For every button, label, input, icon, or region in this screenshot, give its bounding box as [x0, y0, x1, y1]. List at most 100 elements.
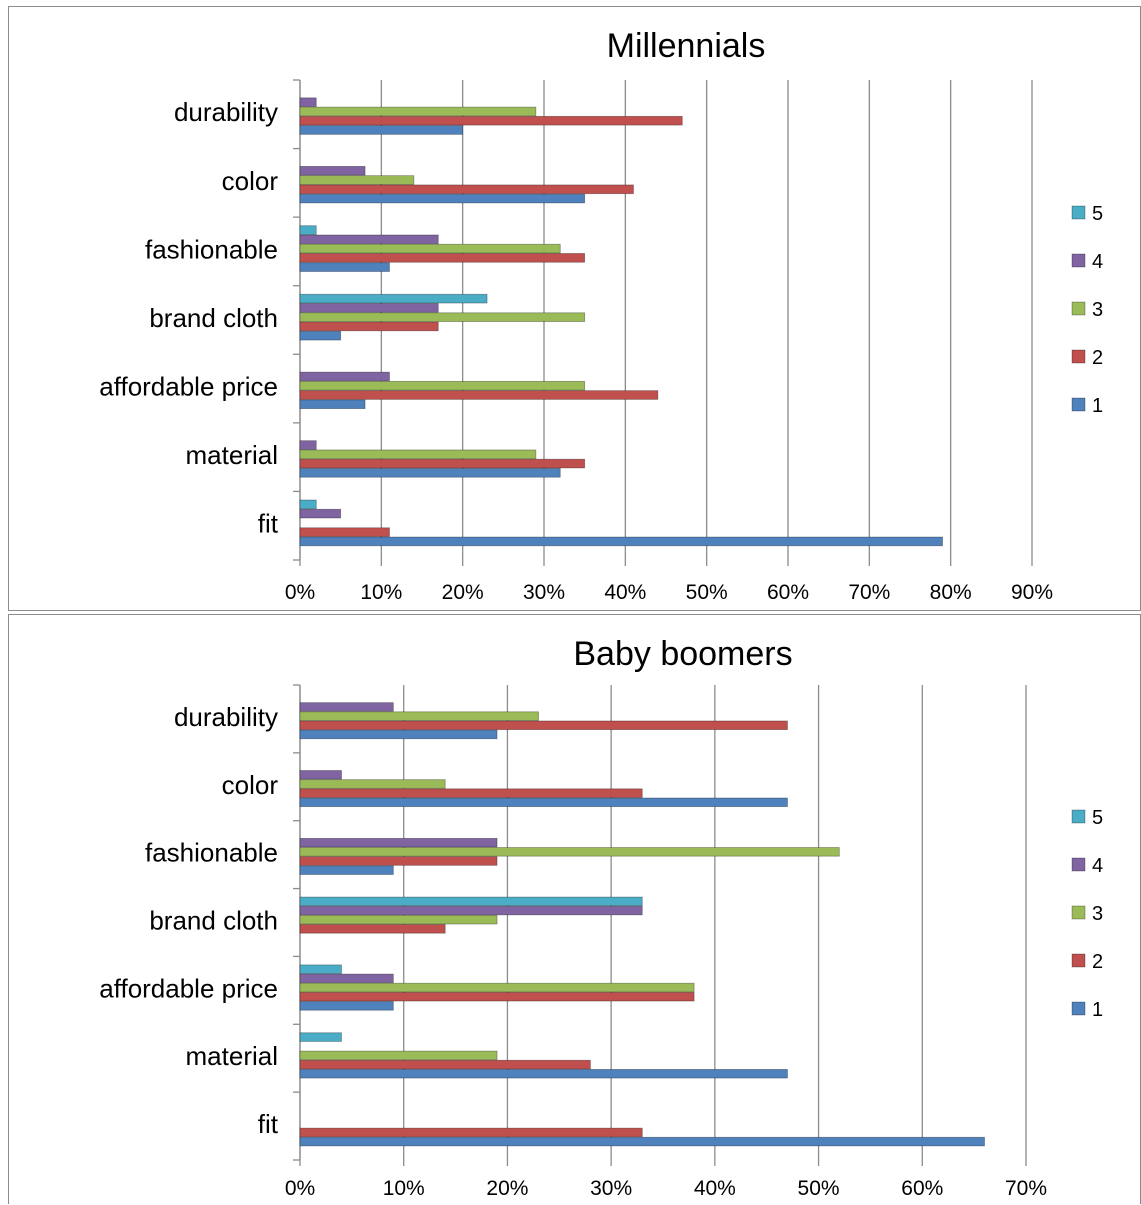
bar-series-4 [299, 440, 317, 450]
legend-swatch [1071, 253, 1086, 268]
bar-series-3 [299, 106, 537, 117]
legend-label: 4 [1092, 251, 1103, 273]
x-tick-label: 60% [901, 1177, 943, 1200]
bar-series-1 [299, 330, 342, 341]
bar-series-5 [299, 225, 317, 235]
x-tick-label: 70% [848, 581, 890, 604]
bar-series-3 [299, 243, 561, 254]
legend-label: 1 [1092, 999, 1103, 1021]
bar-series-4 [299, 97, 317, 107]
x-tick-label: 10% [383, 1177, 425, 1200]
bar-series-3 [299, 711, 539, 721]
legend-swatch [1071, 905, 1086, 920]
bar-series-1 [299, 536, 943, 547]
x-tick-label: 30% [523, 581, 565, 604]
legend-swatch [1071, 857, 1086, 872]
category-label: durability [174, 97, 278, 127]
bar-series-4 [299, 303, 439, 313]
legend-label: 2 [1092, 347, 1103, 369]
category-label: durability [174, 702, 278, 732]
bar-series-2 [299, 253, 586, 263]
bar-series-3 [299, 312, 586, 322]
chart-title: Baby boomers [573, 635, 792, 673]
x-tick-label: 50% [798, 1177, 840, 1200]
bar-series-2 [299, 720, 788, 731]
bar-series-5 [299, 293, 488, 304]
bar-series-4 [299, 234, 439, 245]
legend-swatch [1071, 1001, 1086, 1016]
bar-series-2 [299, 115, 683, 126]
category-label: color [222, 166, 279, 196]
legend-label: 1 [1092, 395, 1103, 417]
chart-baby-boomers: Baby boomers 0% 10% 20% 30% 40% 50% 60% 70% fit ma… [8, 614, 1141, 1204]
bar-series-3 [299, 914, 498, 925]
bar-series-4 [299, 973, 394, 984]
bar-series-2 [299, 527, 390, 537]
bar-series-1 [299, 125, 464, 135]
x-tick-label: 80% [930, 581, 972, 604]
bar-series-1 [299, 399, 366, 410]
category-label: affordable price [99, 973, 278, 1003]
x-tick-label: 20% [442, 581, 484, 604]
x-tick-label: 0% [285, 581, 315, 604]
category-label: fit [258, 1109, 279, 1139]
bar-series-1 [299, 865, 394, 875]
legend-label: 4 [1092, 855, 1103, 877]
bar-series-5 [299, 1032, 342, 1042]
legend-swatch [1071, 397, 1086, 412]
x-tick-label: 60% [767, 581, 809, 604]
bar-series-5 [299, 896, 643, 907]
legend-label: 5 [1092, 807, 1103, 829]
chart-title: Millennials [607, 27, 766, 65]
chart-millennials-svg: Millennials 0% 10% 20% 30% 40% 50% 60% 70% 80% 90%… [99, 27, 1103, 604]
bar-series-2 [299, 321, 439, 332]
bar-series-5 [299, 499, 317, 510]
category-label: material [186, 1041, 278, 1071]
bar-series-3 [299, 449, 537, 460]
chart-millennials: Millennials 0% 10% 20% 30% 40% 50% 60% 70% 80% 90%… [8, 6, 1141, 611]
x-tick-label: 0% [285, 1177, 315, 1200]
x-tick-label: 50% [686, 581, 728, 604]
category-label: brand cloth [149, 905, 278, 935]
x-tick-label: 20% [486, 1177, 528, 1200]
bar-series-1 [299, 729, 498, 740]
bar-series-2 [299, 1127, 643, 1138]
bar-series-1 [299, 1001, 394, 1011]
bar-series-3 [299, 847, 840, 857]
bar-series-4 [299, 508, 342, 519]
category-label: fit [258, 509, 279, 539]
category-label: color [222, 770, 279, 800]
legend-label: 3 [1092, 299, 1103, 321]
category-label: material [186, 440, 278, 470]
bar-series-3 [299, 779, 446, 789]
bar-series-4 [299, 905, 643, 916]
legend-swatch [1071, 349, 1086, 364]
category-label: fashionable [145, 234, 278, 264]
bar-series-3 [299, 380, 586, 391]
bar-series-2 [299, 856, 498, 866]
bar-series-1 [299, 262, 390, 272]
bar-series-1 [299, 1069, 788, 1079]
x-tick-label: 40% [694, 1177, 736, 1200]
chart-baby-boomers-svg: Baby boomers 0% 10% 20% 30% 40% 50% 60% 70% fit ma… [99, 635, 1103, 1200]
bar-series-2 [299, 1059, 591, 1070]
legend-label: 2 [1092, 951, 1103, 973]
legend-swatch [1071, 809, 1086, 824]
bar-series-4 [299, 165, 366, 176]
x-tick-label: 70% [1005, 1177, 1047, 1200]
x-tick-label: 40% [604, 581, 646, 604]
bar-series-4 [299, 371, 390, 382]
bar-series-1 [299, 797, 788, 808]
bar-series-4 [299, 770, 342, 780]
bar-series-2 [299, 458, 586, 469]
x-tick-label: 10% [360, 581, 402, 604]
bar-series-1 [299, 193, 586, 204]
legend-swatch [1071, 953, 1086, 968]
bar-series-2 [299, 924, 446, 934]
bar-series-4 [299, 837, 498, 848]
legend-label: 5 [1092, 203, 1103, 225]
bar-series-2 [299, 991, 695, 1002]
bar-series-2 [299, 390, 659, 400]
bar-series-1 [299, 1136, 985, 1147]
legend-swatch [1071, 301, 1086, 316]
